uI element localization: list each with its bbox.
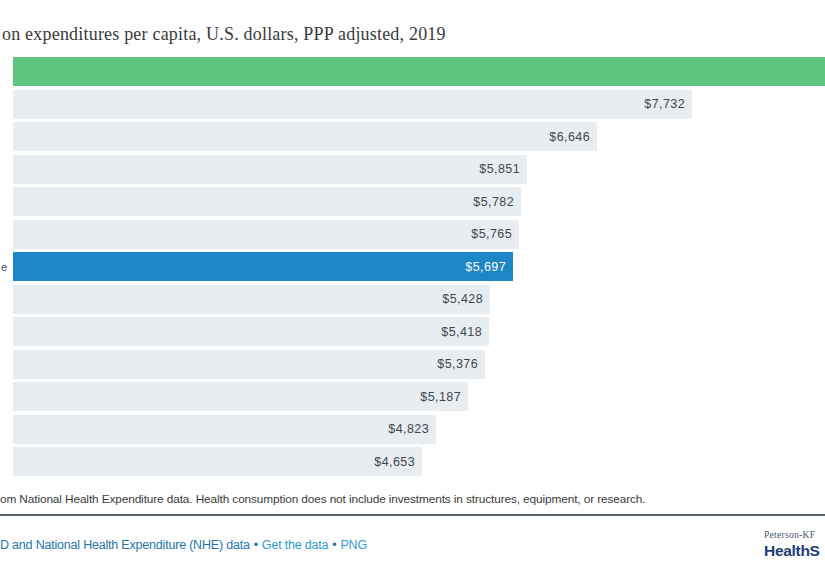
bar-value-label: $7,732 bbox=[644, 97, 692, 111]
divider bbox=[0, 514, 825, 516]
bar-row bbox=[0, 57, 825, 86]
bar-row: $5,782 bbox=[0, 187, 825, 216]
bar-value-label: $5,376 bbox=[437, 357, 485, 371]
bar-value-label: $5,851 bbox=[479, 162, 527, 176]
bar-row: $5,851 bbox=[0, 155, 825, 184]
peterson-kff-logo: Peterson-KF HealthS bbox=[764, 531, 820, 558]
png-link[interactable]: PNG bbox=[340, 538, 367, 552]
bar-row: $5,765 bbox=[0, 220, 825, 249]
bar-value-label: $5,765 bbox=[471, 227, 519, 241]
bullet-separator: • bbox=[328, 538, 340, 552]
bar-country[interactable]: $4,653 bbox=[13, 447, 422, 476]
bar-country[interactable]: $5,851 bbox=[13, 155, 527, 184]
bar-row: $5,428 bbox=[0, 285, 825, 314]
country-label-remnant: e bbox=[1, 261, 7, 273]
bar-value-label: $5,428 bbox=[442, 292, 490, 306]
bar-chart: $7,732 $6,646 $5,851 $5,782 $5,765 e $5,697 $5,… bbox=[0, 57, 825, 476]
bar-country[interactable]: $5,428 bbox=[13, 285, 490, 314]
bar-row: $6,646 bbox=[0, 122, 825, 151]
bar-row: e $5,697 bbox=[0, 252, 825, 281]
logo-health-system-tracker-text: HealthS bbox=[764, 543, 820, 559]
chart-title: on expenditures per capita, U.S. dollars… bbox=[2, 24, 446, 45]
bar-highlighted-average[interactable]: $5,697 bbox=[13, 252, 513, 281]
bar-value-label: $5,697 bbox=[465, 260, 513, 274]
footnote: om National Health Expenditure data. Hea… bbox=[0, 492, 825, 506]
bar-country[interactable]: $5,782 bbox=[13, 187, 521, 216]
bar-country[interactable]: $7,732 bbox=[13, 90, 692, 119]
bar-country[interactable]: $5,187 bbox=[13, 382, 468, 411]
bar-country[interactable]: $5,376 bbox=[13, 350, 485, 379]
bar-row: $5,187 bbox=[0, 382, 825, 411]
get-the-data-link[interactable]: Get the data bbox=[262, 538, 328, 552]
bar-value-label: $5,418 bbox=[441, 325, 489, 339]
bar-row: $7,732 bbox=[0, 90, 825, 119]
bar-row: $4,823 bbox=[0, 415, 825, 444]
bar-value-label: $4,653 bbox=[374, 455, 422, 469]
source-text: D and National Health Expenditure (NHE) … bbox=[0, 538, 250, 552]
bar-row: $5,418 bbox=[0, 317, 825, 346]
bar-country[interactable]: $5,418 bbox=[13, 317, 489, 346]
logo-peterson-kff-text: Peterson-KF bbox=[764, 531, 820, 541]
source-line: D and National Health Expenditure (NHE) … bbox=[0, 538, 367, 552]
bar-country[interactable]: $5,765 bbox=[13, 220, 519, 249]
bar-row: $5,376 bbox=[0, 350, 825, 379]
bar-country[interactable]: $6,646 bbox=[13, 122, 597, 151]
bar-value-label: $4,823 bbox=[388, 422, 436, 436]
bar-row: $4,653 bbox=[0, 447, 825, 476]
bullet-separator: • bbox=[250, 538, 262, 552]
bar-value-label: $5,782 bbox=[473, 195, 521, 209]
bar-value-label: $6,646 bbox=[549, 130, 597, 144]
chart-canvas: on expenditures per capita, U.S. dollars… bbox=[0, 0, 825, 575]
bar-top-country[interactable] bbox=[13, 57, 825, 86]
bar-value-label: $5,187 bbox=[420, 390, 468, 404]
bar-country[interactable]: $4,823 bbox=[13, 415, 436, 444]
